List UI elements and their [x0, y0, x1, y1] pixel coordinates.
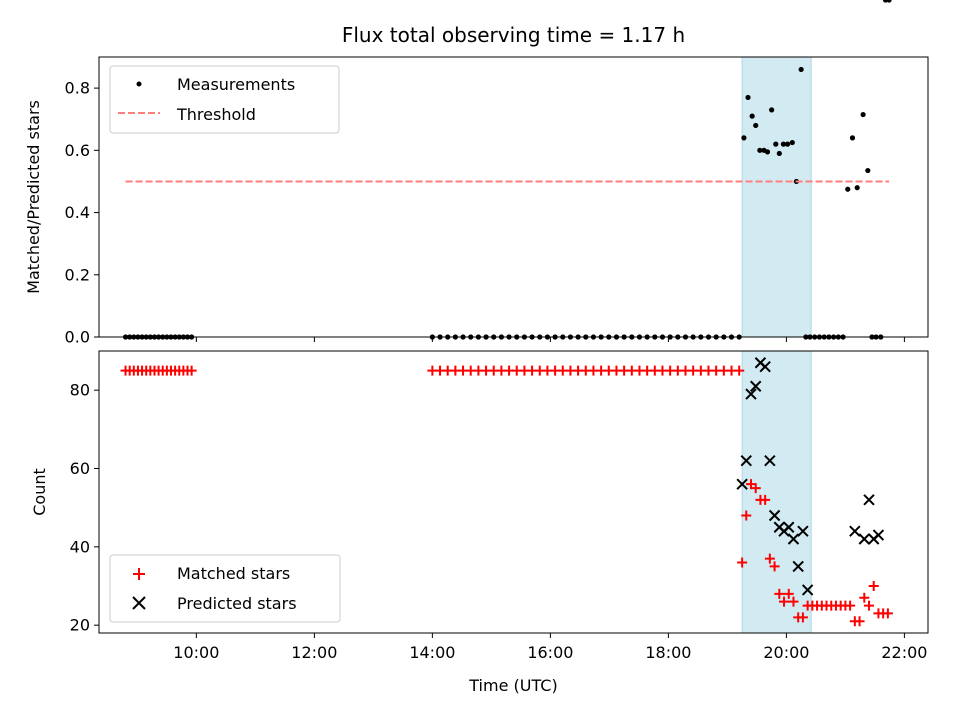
x-tick-label: 14:00 — [409, 643, 455, 662]
matched-star-point — [859, 592, 870, 603]
y-top-tick-label: 0.0 — [65, 328, 90, 347]
matched-star-point — [741, 510, 752, 521]
y-axis-label-bottom: Count — [30, 468, 49, 516]
measurement-point — [773, 141, 779, 147]
chart-title: Flux total observing time = 1.17 h — [342, 23, 685, 47]
predicted-stars-series — [736, 357, 885, 596]
matched-star-point — [797, 612, 808, 623]
measurement-point — [854, 185, 860, 191]
measurement-point — [865, 167, 871, 174]
legend-measurements-marker — [136, 81, 142, 87]
x-tick-label: 18:00 — [645, 643, 691, 662]
predicted-star-point — [736, 478, 748, 490]
matched-star-point — [764, 553, 775, 564]
y-bottom-tick-label: 80 — [70, 381, 90, 400]
matched-star-point — [750, 483, 761, 494]
measurement-point — [849, 135, 856, 141]
y-bottom-tick-label: 40 — [70, 537, 90, 556]
matched-star-point — [868, 581, 879, 591]
measurement-point — [798, 66, 804, 73]
measurement-point — [845, 186, 851, 192]
x-tick-label: 16:00 — [527, 643, 573, 662]
measurement-point — [886, 0, 892, 3]
matched-star-point — [779, 596, 790, 607]
axes-frame-top — [98, 56, 929, 338]
predicted-star-point — [750, 380, 762, 392]
x-axis-label: Time (UTC) — [468, 676, 557, 695]
x-ticks-bottom: 10:00 12:00 14:00 16:00 18:00 20:00 22:00 — [173, 633, 927, 662]
x-ticks-top — [195, 337, 905, 342]
matched-star-point — [788, 596, 799, 607]
predicted-star-point — [745, 388, 757, 400]
highlight-band-top — [741, 56, 812, 338]
y-top-tick-label: 0.8 — [65, 79, 90, 98]
measurement-point — [745, 94, 751, 101]
predicted-star-point — [858, 533, 870, 545]
highlight-band-top-rect — [741, 56, 812, 338]
x-tick-label: 10:00 — [173, 643, 219, 662]
measurement-point — [757, 147, 763, 153]
matched-star-point — [854, 616, 865, 627]
legend-predicted-marker — [132, 596, 146, 610]
matched-star-point — [863, 600, 874, 611]
measurement-point — [776, 150, 782, 157]
measurement-point — [780, 141, 787, 147]
legend-matched-label: Matched stars — [177, 564, 290, 583]
legend-threshold-label: Threshold — [176, 105, 256, 124]
measurement-point — [753, 122, 759, 129]
predicted-star-point — [849, 525, 861, 537]
x-tick-label: 22:00 — [881, 643, 927, 662]
predicted-star-point — [768, 509, 781, 522]
legend-bottom: Matched stars Predicted stars — [109, 554, 341, 623]
y-ticks-top: 0.0 0.2 0.4 0.6 0.8 — [65, 79, 99, 347]
y-top-tick-label: 0.2 — [65, 265, 90, 284]
x-tick-label: 12:00 — [291, 643, 337, 662]
x-tick-label: 20:00 — [763, 643, 809, 662]
matched-star-point — [774, 588, 785, 599]
measurement-point — [784, 141, 791, 147]
predicted-star-point — [872, 529, 885, 541]
y-bottom-tick-label: 60 — [70, 459, 90, 478]
predicted-star-point — [783, 521, 795, 533]
matched-star-point — [783, 588, 794, 599]
measurement-point — [764, 149, 771, 155]
legend-matched-marker — [133, 568, 145, 580]
legend-top: Measurements Threshold — [109, 65, 340, 134]
predicted-star-point — [764, 454, 776, 467]
matched-star-point — [186, 365, 197, 376]
predicted-star-point — [801, 584, 814, 596]
matched-star-point — [760, 494, 771, 505]
legend-measurements-label: Measurements — [177, 75, 295, 94]
measurement-point — [769, 107, 775, 113]
predicted-star-point — [863, 494, 875, 506]
y-top-tick-label: 0.6 — [65, 141, 90, 160]
y-ticks-bottom: 20 40 60 80 — [70, 381, 99, 635]
matched-stars-series — [120, 365, 893, 627]
predicted-star-point — [740, 454, 752, 467]
y-bottom-tick-label: 20 — [70, 616, 90, 635]
panel-ratio: 0.00.20.40.60.8 Matched/Predicted stars … — [24, 0, 929, 347]
measurement-point — [749, 113, 755, 119]
matched-star-point — [845, 600, 856, 611]
predicted-star-point — [797, 525, 809, 537]
predicted-star-point — [787, 533, 800, 545]
predicted-star-point — [759, 360, 771, 373]
y-axis-label-top: Matched/Predicted stars — [24, 100, 43, 294]
measurement-point — [789, 139, 795, 146]
measurement-point — [741, 135, 747, 141]
measurement-point — [860, 111, 866, 118]
legend-predicted-label: Predicted stars — [177, 594, 297, 613]
legend-box-bottom — [109, 554, 341, 623]
legend-box-top — [109, 65, 340, 134]
matched-star-point — [734, 365, 745, 376]
y-top-tick-label: 0.4 — [65, 203, 90, 222]
predicted-star-point — [792, 560, 804, 573]
panel-count: 20 40 60 80 10:00 12:00 14:00 16:00 18:00 20:00 2… — [30, 350, 929, 695]
matched-star-point — [769, 561, 780, 572]
matched-star-point — [882, 608, 893, 619]
matched-star-point — [737, 557, 748, 568]
axes-frame-bottom — [98, 350, 929, 634]
